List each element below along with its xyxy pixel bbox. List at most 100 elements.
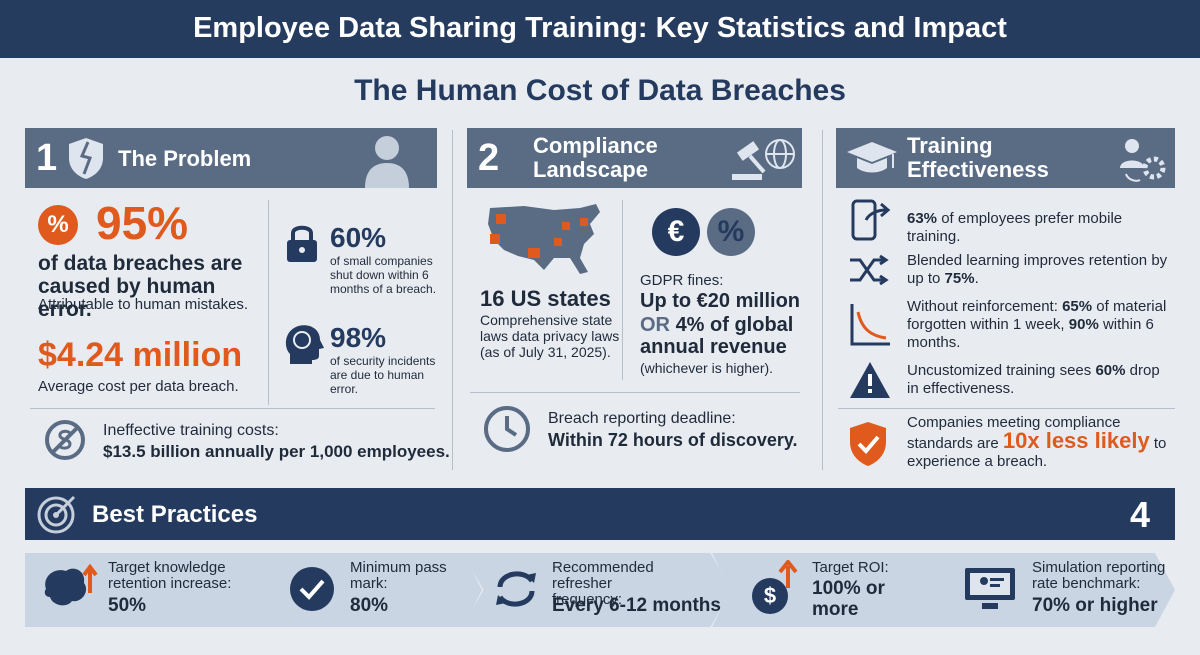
shield-icon [69,138,103,179]
section-number: 2 [478,137,500,179]
section-title: Compliance Landscape [533,133,658,182]
practice-value: 50% [108,595,147,616]
people-gear-icon [1120,139,1166,182]
warning-icon [850,362,890,398]
subtitle: The Human Cost of Data Breaches [354,74,846,107]
states-text: Comprehensive state laws data privacy la… [480,312,620,360]
monitor-icon [965,568,1015,609]
item-text: Blended learning improves retention by u… [907,252,1168,287]
chevron [462,553,732,627]
effectiveness-item: Companies meeting compliance standards a… [907,414,1175,471]
practice-label: Target ROI: [812,559,889,576]
brain-icon [44,563,98,606]
page-title: Employee Data Sharing Training: Key Stat… [193,12,1007,44]
gdpr-value2: 4% of global annual revenue [640,314,794,358]
effectiveness-item: Without reinforcement: 65% of material f… [907,298,1175,352]
euro-icon: € [652,208,700,256]
practice-value: 100% or more [812,578,885,620]
mobile-icon [851,199,891,241]
decline-chart-icon [850,304,890,346]
states-value: 16 US states [480,286,611,311]
shuffle-icon [850,254,889,286]
badge-icon: % [38,205,78,245]
divider [470,392,800,393]
practice-label: Recommended refresher frequency: [552,559,654,608]
item-text: 63% [907,210,938,227]
item-text: of employees prefer mobile training. [907,210,1123,245]
item-text: 65% [1062,298,1093,315]
chevron [250,553,482,627]
divider [622,200,623,380]
item-text: Companies meeting compliance standards a… [907,414,1121,452]
practice-label: Minimum pass mark: [350,559,447,592]
practice-label: Simulation reporting rate benchmark: [1032,559,1166,592]
check-icon [290,567,334,611]
divider [452,130,453,470]
deadline-label: Breach reporting deadline: [548,410,736,427]
chevron [712,553,945,627]
practice-value: 70% or higher [1032,595,1158,616]
section-title: Training Effectiveness [907,133,1049,182]
practice-label: Target knowledge retention increase: [108,559,232,592]
item-text: Without reinforcement: [907,298,1063,315]
graduation-icon [847,142,897,173]
effectiveness-item: 63% of employees prefer mobile training. [907,210,1175,246]
person-icon [365,136,409,188]
cost-value: $4.24 million [38,336,243,374]
best-practices-title: Best Practices [92,501,258,528]
clock-icon [484,406,530,452]
gdpr-or: OR [640,314,670,336]
side-stat-text: of security incidents are due to human e… [330,354,436,396]
side-stat-value: 98% [330,322,387,353]
training-cost-label: Ineffective training costs: [103,422,279,439]
gdpr-value2-block: OR 4% of global annual revenue [640,314,800,358]
training-cost-value: $13.5 billion annually per 1,000 employe… [103,442,450,461]
best-practices-bar [25,488,1175,540]
effectiveness-item: Uncustomized training sees 60% drop in e… [907,362,1175,398]
stat-value: 95% [96,197,189,249]
gdpr-note: (whichever is higher). [640,360,774,376]
practice-value: 80% [350,595,389,616]
gdpr-value: Up to €20 million [640,290,801,312]
cost-label: Average cost per data breach. [38,378,239,395]
shield-check-icon [850,422,886,466]
item-text: Uncustomized training sees [907,362,1096,379]
item-text: to experience a breach. [907,435,1167,470]
percent-icon: % [707,208,755,256]
side-stat-value: 60% [330,222,387,253]
item-text: 90% [1068,316,1099,333]
practice-value: Every 6-12 months [552,595,721,616]
dollar-icon: $ [752,578,788,614]
refresh-icon [496,571,536,607]
brain-head-icon [285,325,324,364]
item-text: of material forgotten within 1 week, [907,298,1167,333]
us-map-icon [488,204,600,274]
section-title: The Problem [118,146,252,171]
gavel-globe-icon [732,139,795,180]
side-stat-text: of small companies shut down within 6 mo… [330,254,437,296]
item-text: within 6 months. [907,316,1154,351]
lock-icon [287,225,317,262]
gdpr-label: GDPR fines: [640,272,724,289]
divider [822,130,823,470]
divider [838,408,1175,409]
stat-note: Attributable to human mistakes. [38,296,249,313]
item-text: drop in effectiveness. [907,362,1160,397]
no-money-icon [45,420,85,460]
deadline-value: Within 72 hours of discovery. [548,430,798,450]
stat-text: of data breaches are caused by human err… [38,252,243,321]
item-text: 10x less likely [1002,428,1150,453]
divider [268,200,269,405]
item-text: 60% [1095,362,1126,379]
item-text: 75% [944,270,975,287]
divider [30,408,435,409]
item-text: . [974,270,979,287]
effectiveness-item: Blended learning improves retention by u… [907,252,1175,288]
target-icon [37,495,76,534]
arrow-up-icon [778,560,798,588]
header-bar [0,0,1200,58]
section-number: 4 [1130,494,1151,535]
section-number: 1 [36,137,58,179]
